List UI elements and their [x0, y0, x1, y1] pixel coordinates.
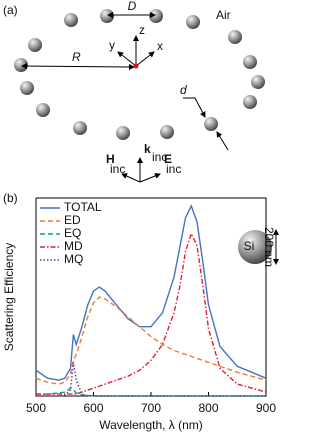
sphere [64, 13, 78, 27]
panel-label: (a) [3, 3, 18, 17]
sphere-ring [14, 9, 265, 140]
subscript: inc [152, 150, 167, 164]
label-H: H [106, 152, 115, 166]
sphere [251, 75, 265, 89]
x-tick-label: 600 [83, 401, 103, 415]
figure: (a) D Air R z y x d H inc k inc E inc (b… [2, 0, 279, 432]
label-E: E [164, 152, 172, 166]
d-pointer [183, 97, 206, 118]
label-k: k [144, 142, 151, 156]
sphere [160, 125, 174, 139]
label-R: R [72, 50, 81, 64]
sphere [14, 58, 28, 72]
label-x: x [157, 39, 163, 53]
sphere [20, 81, 34, 95]
label-d: d [180, 83, 187, 97]
sphere [73, 121, 87, 135]
x-tick-label: 900 [256, 401, 276, 415]
sphere [116, 126, 130, 140]
sphere [204, 117, 218, 131]
inset-label: Si [244, 239, 255, 253]
d-pointer [216, 131, 229, 151]
x-axis [135, 51, 155, 67]
origin [133, 63, 139, 69]
panel-label: (b) [3, 191, 18, 205]
si-sphere [238, 230, 272, 264]
subscript: inc [166, 162, 181, 176]
sphere [243, 95, 257, 109]
label-D: D [128, 0, 137, 13]
series-line [35, 296, 267, 385]
legend-label: ED [64, 213, 81, 227]
panel-a: (a) D Air R z y x d H inc k inc E inc [3, 0, 265, 183]
legend-label: EQ [64, 226, 81, 240]
sphere [186, 15, 200, 29]
h-arrow [121, 173, 141, 183]
sphere [228, 30, 242, 44]
x-tick-label: 700 [141, 401, 161, 415]
sphere [36, 103, 50, 117]
inset-size: 200 nm [262, 227, 276, 267]
panel-b: (b) Si 200 nm Scattering Efficiency Wave… [2, 191, 279, 432]
label-y: y [109, 38, 115, 52]
y-axis-label: Scattering Efficiency [2, 243, 16, 352]
x-axis-label: Wavelength, λ (nm) [99, 418, 203, 432]
series-line [35, 204, 267, 381]
e-arrow [139, 173, 161, 183]
x-tick-label: 500 [26, 401, 46, 415]
x-tick-label: 800 [198, 401, 218, 415]
r-arrow [21, 63, 135, 70]
series-line [36, 231, 267, 395]
legend-label: TOTAL [64, 200, 102, 214]
sphere [149, 9, 163, 23]
subscript: inc [110, 162, 125, 176]
sphere [28, 38, 42, 52]
label-z: z [139, 23, 145, 37]
legend-label: MD [64, 239, 83, 253]
sphere [243, 55, 257, 69]
y-axis [117, 51, 137, 67]
series-line [36, 387, 266, 397]
series-line [36, 362, 266, 397]
legend-label: MQ [64, 252, 83, 266]
label-air: Air [216, 8, 231, 22]
sphere [100, 9, 114, 23]
